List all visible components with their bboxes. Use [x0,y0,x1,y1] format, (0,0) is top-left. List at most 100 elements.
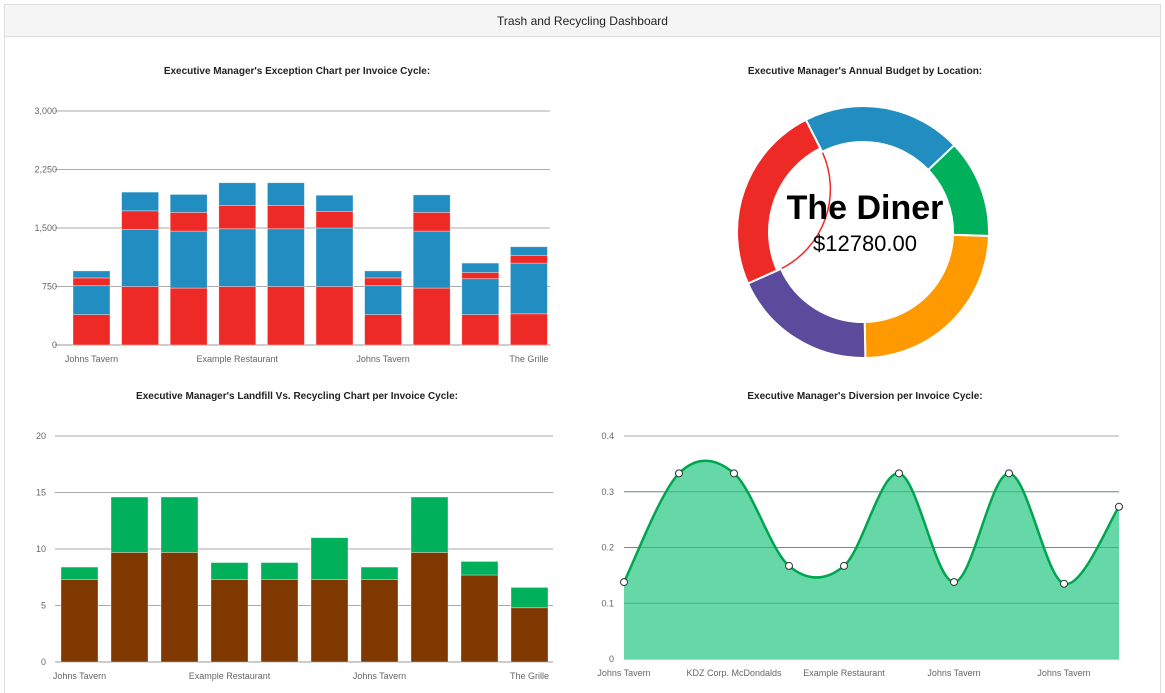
bar-segment [310,579,349,663]
bar-segment [169,230,208,289]
bar-segment [218,228,257,287]
bar-segment [267,182,305,206]
bar-segment [510,313,548,346]
bar-segment [360,566,399,580]
bar-segment [169,287,208,346]
bar-segment [412,194,451,213]
y-tick-label: 1,500 [34,223,57,233]
y-tick-label: 15 [36,488,46,498]
diversion-chart: 0 0.1 0.2 0.3 0.4 Johns Tavern KDZ Corp. McDon… [597,431,1123,678]
bar-segment [315,194,354,212]
x-axis-label: Johns Tavern [597,668,650,678]
exception-chart: 0 750 1,500 2,250 3,000 Johns Tavern Example R… [34,106,550,364]
bar-segment [210,579,249,663]
bar-segment [461,272,500,280]
bar-segment [510,262,548,315]
bar-segment [460,574,499,663]
area-fill [624,460,1119,659]
x-axis-label: The Grille [510,671,549,681]
x-axis-label: Johns Tavern [1037,668,1090,678]
y-tick-label: 0 [52,340,57,350]
bar-segment [110,496,149,553]
x-axis-label: Example Restaurant [197,354,279,364]
bar-segment [110,552,149,663]
data-point [1005,469,1013,478]
bar-segment [267,228,305,287]
bar-segment [169,194,208,213]
bar-segment [364,270,402,279]
y-tick-label: 0.3 [601,487,614,497]
exception-chart-title: Executive Manager's Exception Chart per … [164,66,430,77]
bar-segment [121,210,159,230]
donut-slice-highlight [781,152,832,270]
bar-segment [510,246,548,256]
y-tick-label: 20 [36,431,46,441]
data-point [730,469,738,478]
bar-segment [169,212,208,232]
bar-segment [410,552,449,663]
donut-slice [746,267,867,359]
dashboard-title: Trash and Recycling Dashboard [497,13,668,28]
diversion-chart-title: Executive Manager's Diversion per Invoic… [747,391,982,402]
x-axis-label: Johns Tavern [53,671,106,681]
bar-segment [210,562,249,580]
bar-segment [510,254,548,264]
x-axis-label: Johns Tavern [356,354,409,364]
bar-segment [218,205,257,230]
x-axis-label: Johns Tavern [927,668,980,678]
bar-segment [360,579,399,663]
bar-segment [218,286,257,346]
y-tick-label: 5 [41,601,46,611]
data-point [895,469,903,478]
x-axis-label: KDZ Corp. McDondalds [686,668,782,678]
bar-segment [364,285,402,315]
bar-segment [121,286,159,346]
bar-segment [510,587,549,609]
bar-segment [121,191,159,212]
area-line [622,459,1121,586]
y-tick-label: 10 [36,544,46,554]
data-point [840,561,848,570]
y-tick-label: 2,250 [34,165,57,175]
bar-segment [260,579,299,663]
donut-slice [736,118,822,285]
bar-segment [315,211,354,229]
bar-segment [60,579,99,663]
data-point [1115,502,1123,511]
y-tick-label: 0 [609,654,614,664]
bar-segment [410,496,449,553]
data-point [1060,579,1068,588]
y-tick-label: 750 [42,282,57,292]
y-tick-label: 0.2 [601,543,614,553]
bar-segment [412,287,451,346]
bar-segment [310,537,349,580]
x-axis-label: Johns Tavern [353,671,406,681]
bar-segment [267,205,305,230]
landfill-chart-title: Executive Manager's Landfill Vs. Recycli… [136,391,458,402]
landfill-chart: 0 5 10 15 20 Johns Tavern Example Restaurant Jo… [36,431,553,681]
bar-segment [160,496,199,553]
budget-donut-chart [736,105,990,359]
bar-segment [267,286,305,346]
bar-segment [60,566,99,580]
bar-segment [315,286,354,346]
dashboard-header: Trash and Recycling Dashboard [4,4,1161,37]
data-point [620,578,628,587]
x-axis-label: Johns Tavern [65,354,118,364]
bar-segment [72,314,111,346]
bar-segment [461,278,500,315]
donut-center-value: $12780.00 [813,231,917,256]
y-tick-label: 0.1 [601,598,614,608]
y-tick-label: 0.4 [601,431,614,441]
bar-segment [160,552,199,663]
bar-segment [412,230,451,289]
y-tick-label: 3,000 [34,106,57,116]
x-axis-label: Example Restaurant [189,671,271,681]
bar-segment [121,229,159,287]
bar-segment [412,212,451,232]
bar-segment [315,227,354,287]
donut-center-label: The Diner [787,189,944,227]
x-axis-label: Example Restaurant [803,668,885,678]
bar-segment [72,277,111,287]
